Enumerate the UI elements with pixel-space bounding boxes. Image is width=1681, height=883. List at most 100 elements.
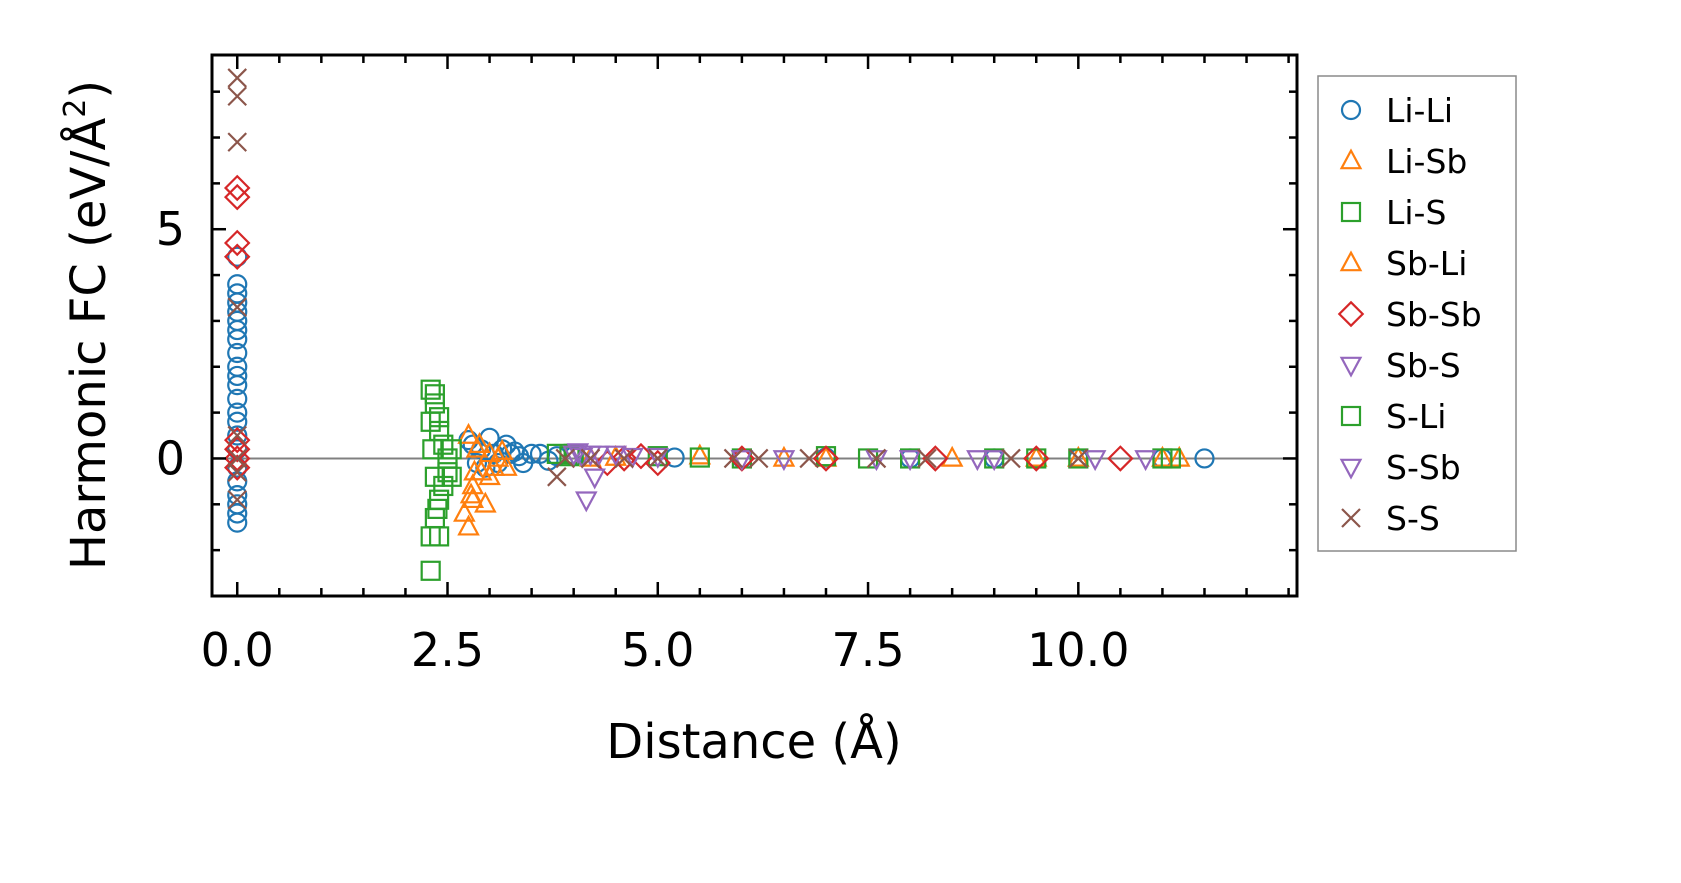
y-tick-label: 0 [156, 431, 185, 485]
legend-label: Sb-Sb [1386, 295, 1482, 334]
legend-item-s-li: S-Li [1340, 397, 1446, 436]
y-axis-label-main: Harmonic FC (eV/Å [60, 118, 117, 571]
data-point-li-li [227, 246, 248, 267]
plot-frame [210, 53, 1299, 598]
data-point-s-li [441, 439, 462, 460]
axis-ticks: 0.0 2.5 5.0 7.5 10.0 0 5 [156, 55, 1297, 677]
legend-label: S-Sb [1386, 448, 1461, 487]
data-point-li-s [546, 443, 567, 464]
legend-box [1317, 75, 1517, 552]
x-marker-stroke [723, 448, 744, 469]
data-point-li-sb [461, 473, 485, 495]
legend: Li-Li Li-Sb Li-S Sb-Li Sb-Sb Sb-S S-Li S-Sb S-S [1317, 75, 1517, 552]
data-point-s-s [917, 448, 937, 469]
data-point-sb-s [583, 468, 606, 490]
legend-label: Li-S [1386, 193, 1446, 232]
data-point-sb-s [574, 491, 598, 513]
data-point-sb-s [772, 450, 796, 472]
data-point-s-s [227, 297, 248, 317]
data-point-li-li [227, 319, 248, 341]
x-tick-label: 7.5 [831, 623, 904, 677]
x-marker-stroke [580, 448, 601, 469]
data-point-s-s [647, 448, 668, 469]
x-tick-label: 10.0 [1027, 623, 1129, 677]
data-point-s-sb [1134, 450, 1157, 472]
data-point-li-li [227, 411, 248, 432]
data-point-sb-sb [223, 183, 251, 211]
legend-marker-s-li [1340, 405, 1362, 427]
data-point-s-li [441, 466, 462, 487]
legend-item-li-s: Li-S [1340, 193, 1446, 232]
data-point-sb-li [482, 454, 506, 476]
y-axis-label: Harmonic FC (eV/Å2) [58, 80, 117, 570]
x-marker-stroke [1068, 448, 1089, 469]
data-point-sb-sb [812, 445, 840, 472]
data-point-li-li [227, 425, 248, 446]
data-point-s-li [689, 447, 710, 468]
data-point-sb-sb [223, 436, 251, 463]
data-point-li-li [227, 402, 248, 423]
data-point-sb-sb [223, 229, 251, 257]
data-point-s-s [748, 448, 769, 469]
data-points [223, 68, 1215, 581]
x-tick-label: 2.5 [411, 623, 484, 677]
series-sb-li [453, 432, 1191, 536]
data-point-sb-sb [1023, 445, 1050, 472]
data-point-li-li [227, 512, 248, 533]
data-point-sb-li [457, 514, 480, 536]
data-point-sb-li [453, 500, 476, 522]
data-point-s-s [799, 448, 819, 469]
data-point-s-li [422, 439, 443, 460]
series-s-sb [566, 443, 1157, 472]
data-point-s-sb [966, 450, 989, 472]
data-point-s-li [424, 466, 445, 487]
data-point-li-sb [495, 454, 518, 476]
data-point-sb-s [646, 447, 670, 469]
data-point-sb-sb [627, 442, 655, 470]
data-point-s-s [547, 467, 567, 487]
legend-item-li-sb: Li-Sb [1339, 142, 1467, 181]
data-point-s-li [420, 411, 441, 432]
legend-item-sb-li: Sb-Li [1339, 244, 1467, 283]
data-point-s-s [227, 68, 248, 88]
x-marker-stroke [547, 467, 567, 487]
data-point-sb-s [898, 450, 922, 472]
data-point-s-s [227, 462, 248, 482]
legend-label: S-S [1386, 499, 1440, 538]
x-tick-label: 5.0 [621, 623, 694, 677]
x-marker-stroke [917, 448, 937, 469]
y-axis-label-superscript: 2 [58, 99, 93, 118]
data-point-li-li [664, 447, 685, 468]
series-sb-sb [223, 174, 1134, 481]
data-point-s-s [227, 86, 248, 107]
data-point-s-s [1068, 448, 1089, 469]
legend-item-sb-s: Sb-S [1339, 346, 1461, 385]
data-point-li-li [227, 342, 248, 364]
data-point-li-sb [688, 443, 712, 465]
legend-item-s-sb: S-Sb [1339, 448, 1461, 487]
y-axis-label-close: ) [61, 80, 117, 99]
data-point-s-s [1001, 448, 1021, 469]
legend-label: S-Li [1386, 397, 1446, 436]
data-point-s-s [580, 448, 601, 469]
data-point-s-li [420, 560, 441, 581]
x-marker-stroke [647, 448, 668, 469]
data-point-sb-sb [223, 243, 251, 270]
x-marker-stroke [227, 297, 248, 317]
legend-label: Li-Li [1386, 91, 1453, 130]
data-point-s-sb [566, 443, 590, 465]
data-point-s-s [227, 448, 248, 469]
data-point-sb-sb [223, 445, 251, 472]
data-point-li-li [227, 329, 248, 350]
data-point-li-s [437, 462, 458, 483]
x-axis-label: Distance (Å) [606, 713, 901, 770]
legend-item-s-s: S-S [1341, 499, 1440, 538]
data-point-li-sb [457, 422, 480, 444]
x-marker-stroke [1341, 508, 1361, 528]
data-point-sb-li [463, 459, 486, 481]
data-point-s-sb [865, 450, 888, 472]
x-marker-stroke [614, 448, 634, 469]
x-marker-stroke [555, 448, 576, 469]
data-point-s-s [723, 448, 744, 469]
